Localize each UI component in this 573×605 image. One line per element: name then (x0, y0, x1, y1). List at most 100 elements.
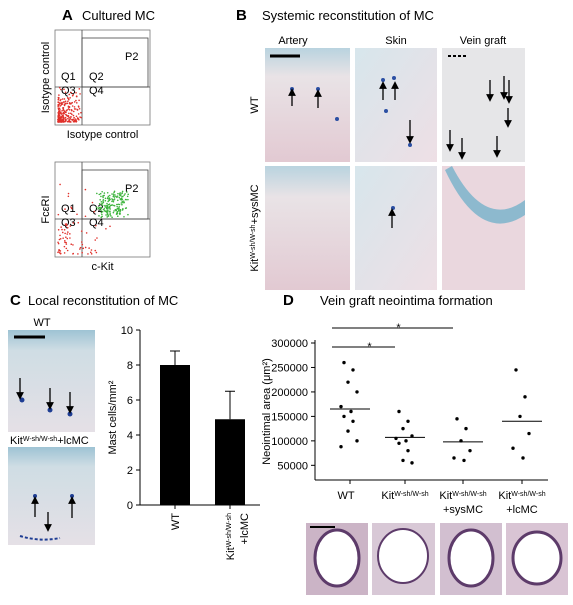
flow-event (58, 110, 61, 113)
flow-event (104, 204, 106, 207)
image-label: KitW-sh/W-sh+lcMC (10, 435, 89, 447)
flow-event (58, 238, 61, 241)
flow-event (64, 208, 66, 210)
flow-event (61, 109, 63, 112)
flow-event (70, 243, 73, 246)
column-label: Vein graft (460, 35, 506, 47)
flow-event (69, 233, 71, 235)
flow-event (106, 202, 108, 205)
label-base: Kit (10, 435, 23, 447)
x-tick-label: WT (337, 490, 354, 502)
flow-event (101, 204, 104, 207)
flow-event (113, 196, 116, 198)
flow-event (64, 223, 67, 226)
flow-event (113, 191, 115, 194)
flow-event (85, 232, 88, 234)
flow-event (122, 201, 124, 204)
flow-event (117, 209, 120, 211)
flow-event (60, 116, 63, 119)
flow-event (58, 249, 60, 251)
flow-event (76, 117, 79, 119)
data-point (355, 390, 359, 394)
flow-event (108, 206, 111, 209)
gate-label: Q2 (89, 203, 104, 215)
flow-event (102, 208, 105, 211)
label-sup: W-sh/W-sh (452, 491, 486, 498)
x-tick-label: KitW-sh/W-sh +lcMC (498, 490, 545, 516)
flow-event (74, 118, 76, 120)
flow-event (74, 108, 77, 110)
flow-event (112, 193, 115, 195)
flow-event (71, 113, 73, 116)
label-suffix: +lcMC (239, 513, 251, 545)
flow-event (63, 110, 66, 113)
flow-event (67, 120, 70, 123)
flow-event (59, 234, 61, 237)
flow-event (100, 211, 103, 214)
flow-event (99, 198, 101, 201)
y-tick-label: 50000 (277, 460, 308, 472)
flow-event (57, 242, 60, 245)
significance-label: * (367, 341, 372, 353)
y-tick-label: 200000 (271, 387, 308, 399)
flow-event (59, 250, 62, 252)
flow-event (60, 102, 63, 105)
flow-event (120, 202, 123, 204)
data-point (351, 368, 355, 372)
data-point (339, 445, 343, 449)
flow-event (64, 100, 67, 103)
flow-event (106, 216, 109, 218)
flow-event (122, 200, 125, 202)
flow-event (94, 239, 97, 241)
flow-event (75, 99, 77, 102)
flow-event (118, 196, 121, 199)
gate (81, 169, 149, 220)
flow-event (69, 117, 72, 120)
x-tick-label: KitW-sh/W-sh +sysMC (439, 490, 486, 516)
flow-event (80, 241, 83, 243)
flow-event (78, 88, 81, 90)
y-tick-label: 6 (127, 395, 133, 407)
flow-event (63, 88, 65, 91)
flow-event (115, 213, 118, 215)
flow-event (118, 206, 121, 208)
flow-event (65, 102, 67, 104)
flow-event (81, 251, 83, 254)
flow-event (108, 197, 111, 200)
flow-event (104, 206, 107, 208)
flow-event (61, 103, 64, 105)
flow-event (112, 211, 115, 214)
flow-event (62, 108, 65, 111)
gate-label: Q4 (89, 85, 104, 97)
flow-event (76, 109, 79, 111)
flow-event (77, 253, 79, 255)
flow-event (59, 183, 61, 186)
flow-event (59, 119, 61, 121)
flow-event (61, 231, 64, 234)
data-point (406, 448, 410, 453)
flow-event (101, 215, 103, 218)
flow-event (93, 210, 96, 213)
flow-event (63, 252, 66, 254)
flow-event (69, 237, 71, 239)
panel-letter: A (62, 7, 73, 24)
gate-label: Q3 (61, 217, 76, 229)
x-axis-label: c-Kit (92, 261, 114, 273)
flow-event (70, 206, 72, 209)
flow-event (61, 98, 64, 100)
flow-event (105, 210, 108, 213)
flow-event (78, 107, 81, 110)
flow-event (58, 86, 61, 89)
flow-event (98, 193, 101, 196)
flow-event (68, 116, 70, 119)
flow-event (66, 102, 69, 105)
flow-event (127, 193, 130, 196)
flow-event (63, 98, 66, 100)
flow-event (61, 113, 63, 115)
flow-event (73, 108, 76, 110)
flow-event (109, 212, 111, 214)
flow-event (59, 117, 61, 119)
flow-event (107, 215, 110, 217)
flow-event (64, 232, 66, 235)
flow-event (96, 237, 98, 239)
